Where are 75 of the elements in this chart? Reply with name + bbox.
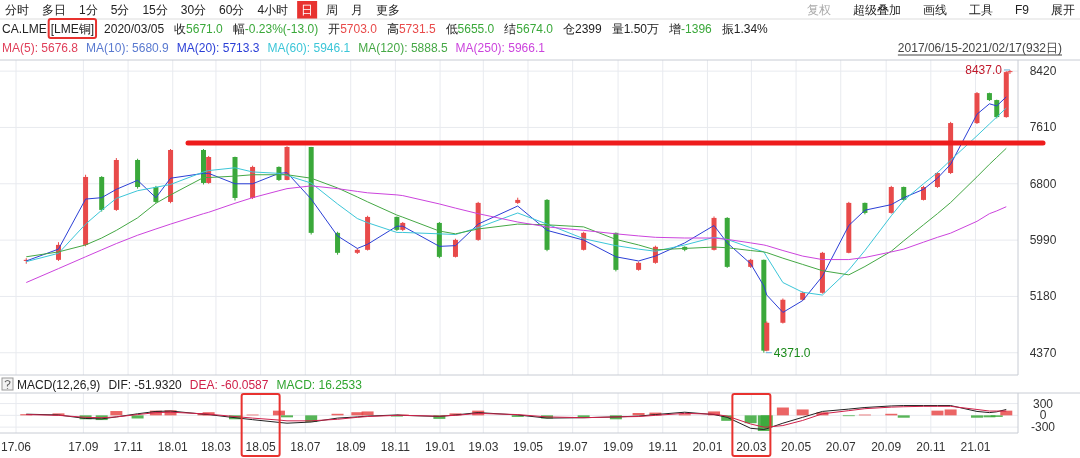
text: 月 <box>351 3 364 17</box>
text: CA.LME <box>2 22 47 36</box>
text: MA(60): 5946.1 <box>267 41 351 55</box>
text: F9 <box>1014 3 1030 17</box>
text: MACD: 16.2533 <box>276 378 363 392</box>
text: MACD(12,26,9) <box>17 378 101 392</box>
x-tick-label: 20.11 <box>916 440 946 454</box>
text: 超级叠加 <box>852 3 901 17</box>
x-tick-label: 18.01 <box>157 440 189 454</box>
x-tick-label: 20.09 <box>871 440 902 454</box>
text: 分时 <box>5 3 29 17</box>
text: 1分 <box>79 3 98 17</box>
text: [LME铜] <box>50 22 95 36</box>
text: 2020/03/05 <box>104 22 165 36</box>
text: MA(250): 5966.1 <box>455 41 546 55</box>
annotation: 4371.0 <box>773 345 811 360</box>
x-tick-label: 17.11 <box>113 440 143 454</box>
text: 量1.50万 <box>611 22 660 36</box>
x-tick-label: 18.11 <box>380 440 411 454</box>
text: DEA: -60.0587 <box>189 378 269 392</box>
y-tick-label: 8420 <box>1029 64 1057 79</box>
text: 开5703.0 <box>328 22 378 36</box>
x-tick-label: 19.11 <box>648 440 678 454</box>
text: 高5731.5 <box>386 22 436 36</box>
x-tick-label: 19.05 <box>512 440 544 454</box>
y-tick-label: 7610 <box>1029 120 1057 135</box>
x-tick-label: 19.09 <box>603 440 634 454</box>
y-tick-label: 0 <box>1039 408 1047 423</box>
text: 更多 <box>376 3 401 17</box>
y-tick-label: -300 <box>1030 420 1056 435</box>
text: 展开 <box>1051 3 1075 17</box>
y-tick-label: 300 <box>1032 396 1054 411</box>
x-tick-label: 19.07 <box>557 440 589 454</box>
text: 画线 <box>922 3 947 17</box>
text: 5分 <box>110 3 130 17</box>
x-tick-label: 17.09 <box>68 440 99 454</box>
x-tick-label: 20.01 <box>692 440 723 454</box>
y-tick-label: 5180 <box>1029 289 1057 304</box>
text: 复权 <box>806 3 831 17</box>
text: MA(10): 5680.9 <box>86 41 170 55</box>
text: DIF: -51.9320 <box>108 378 183 392</box>
text: 收5671.0 <box>174 22 224 36</box>
text: 结5674.0 <box>504 22 554 36</box>
text: 60分 <box>219 3 245 17</box>
annotation: 8437.0 <box>965 62 1003 77</box>
y-tick-label: 6800 <box>1029 176 1057 191</box>
text: 工具 <box>968 3 993 17</box>
text: 周 <box>326 3 339 17</box>
text: MA(20): 5713.3 <box>176 41 260 55</box>
x-tick-label: 21.01 <box>960 440 991 454</box>
text: MA(120): 5888.5 <box>358 41 448 55</box>
x-tick-label: 18.07 <box>290 440 321 454</box>
text: 日 <box>301 3 314 17</box>
text: 多日 <box>42 3 66 17</box>
x-tick-label: 18.05 <box>245 440 276 454</box>
x-tick-label: 19.03 <box>468 440 499 454</box>
text: 15分 <box>142 3 168 17</box>
x-tick-label: 18.03 <box>200 440 232 454</box>
text: 4小时 <box>257 3 289 17</box>
text: 30分 <box>180 3 207 17</box>
x-tick-label: 17.06 <box>0 440 32 454</box>
x-tick-label: 18.09 <box>335 440 367 454</box>
text: 低5655.0 <box>445 22 495 36</box>
text: 2017/06/15-2021/02/17(932日) <box>897 41 1062 55</box>
text: 振1.34% <box>721 22 769 36</box>
text: 仓2399 <box>562 22 603 36</box>
x-tick-label: 20.05 <box>781 440 812 454</box>
y-tick-label: 4370 <box>1029 345 1057 360</box>
y-tick-label: 5990 <box>1029 233 1057 248</box>
text: 增-1396 <box>668 22 713 36</box>
x-tick-label: 19.01 <box>425 440 456 454</box>
text: MA(5): 5676.8 <box>2 41 79 55</box>
x-tick-label: 20.07 <box>825 440 857 454</box>
text: 幅-0.23%(-13.0) <box>232 22 319 36</box>
x-tick-label: 20.03 <box>736 440 767 454</box>
